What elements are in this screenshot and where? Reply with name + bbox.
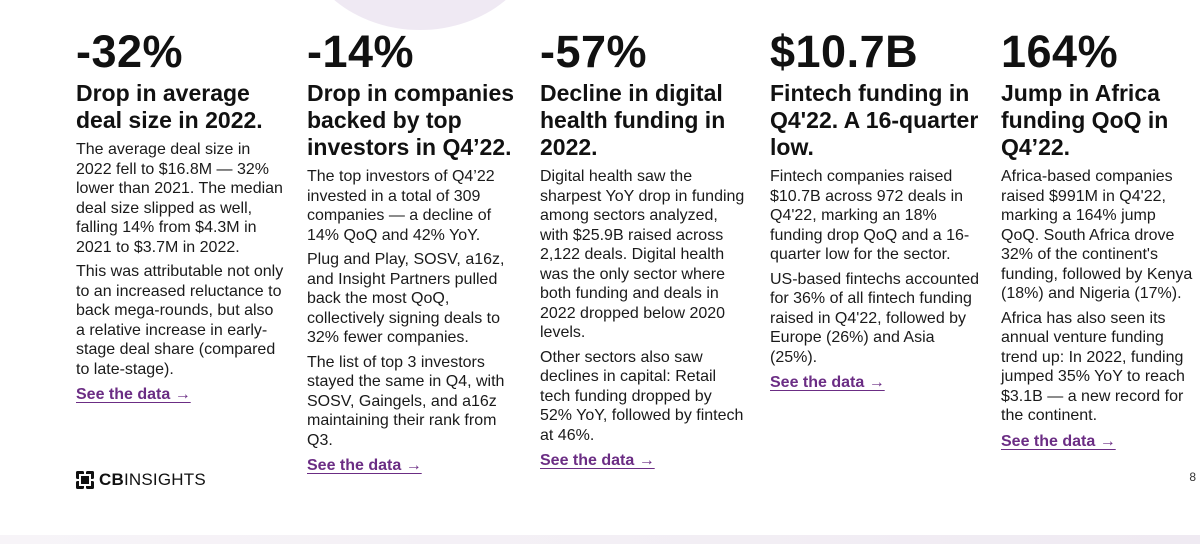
stat-headline: Drop in average deal size in 2022. [76, 80, 263, 133]
stat-headline: Fintech funding in Q4'22. A 16-quarter l… [770, 80, 979, 160]
stat-headline: Drop in companies backed by top investor… [307, 80, 515, 160]
see-the-data-link[interactable]: See the data → [76, 386, 191, 403]
see-the-data-link[interactable]: See the data → [307, 457, 422, 474]
see-the-data-link[interactable]: See the data → [770, 374, 885, 391]
stat-column-1: -32% Drop in average deal size in 2022. … [76, 28, 286, 404]
stat-headline: Decline in digital health funding in 202… [540, 80, 726, 160]
stat-paragraph: Fintech companies raised $10.7B across 9… [770, 168, 970, 263]
logo-wordmark: CBINSIGHTS [99, 470, 206, 489]
stat-paragraph: Digital health saw the sharpest YoY drop… [540, 168, 745, 341]
page-number: 8 [1189, 470, 1196, 484]
stat-paragraph: This was attributable not only to an inc… [76, 263, 284, 378]
stat-paragraph: Africa has also seen its annual venture … [1001, 309, 1185, 425]
bottom-decorative-band [0, 535, 1200, 544]
stat-paragraph: US-based fintechs accounted for 36% of a… [770, 270, 980, 366]
see-the-data-link[interactable]: See the data → [540, 452, 655, 469]
stat-paragraph: Plug and Play, SOSV, a16z, and Insight P… [307, 251, 505, 346]
stat-paragraph: The average deal size in 2022 fell to $1… [76, 141, 283, 256]
stat-value: -32% [76, 26, 184, 77]
stat-value: 164% [1001, 26, 1119, 77]
stat-paragraph: The top investors of Q4’22 invested in a… [307, 168, 495, 244]
stat-headline: Jump in Africa funding QoQ in Q4’22. [1001, 80, 1169, 160]
stat-paragraph: Other sectors also saw declines in capit… [540, 348, 744, 444]
stat-value: $10.7B [770, 26, 919, 77]
stat-column-5: 164% Jump in Africa funding QoQ in Q4’22… [1001, 28, 1196, 451]
cb-insights-logo: CBINSIGHTS [76, 470, 206, 490]
stat-column-2: -14% Drop in companies backed by top inv… [307, 28, 522, 475]
stat-paragraph: Africa-based companies raised $991M in Q… [1001, 168, 1193, 302]
stat-column-4: $10.7B Fintech funding in Q4'22. A 16-qu… [770, 28, 980, 392]
stat-paragraph: The list of top 3 investors stayed the s… [307, 353, 505, 449]
stat-column-3: -57% Decline in digital health funding i… [540, 28, 745, 470]
cb-insights-logo-icon [76, 471, 94, 489]
stat-value: -14% [307, 26, 415, 77]
stat-value: -57% [540, 26, 648, 77]
see-the-data-link[interactable]: See the data → [1001, 432, 1116, 450]
